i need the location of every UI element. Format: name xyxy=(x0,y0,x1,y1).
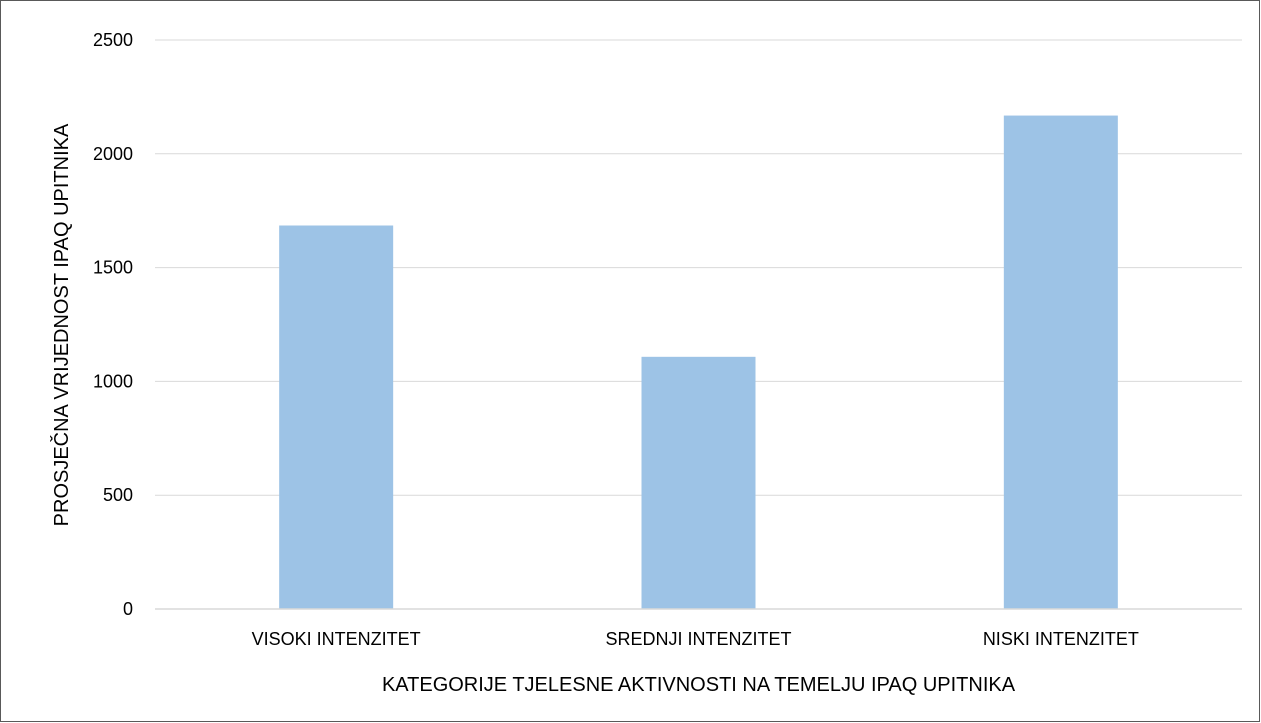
bar xyxy=(1003,115,1118,609)
x-axis-title: KATEGORIJE TJELESNE AKTIVNOSTI NA TEMELJ… xyxy=(382,674,1016,696)
y-tick-label: 2500 xyxy=(93,30,133,50)
y-tick-labels: 0 500 1000 1500 2000 2500 xyxy=(93,30,133,619)
x-tick-label: NISKI INTENZITET xyxy=(983,629,1139,649)
y-tick-label: 2000 xyxy=(93,144,133,164)
y-tick-label: 1500 xyxy=(93,258,133,278)
x-tick-labels: VISOKI INTENZITET SREDNJI INTENZITET NISKI… xyxy=(252,629,1139,649)
y-tick-label: 500 xyxy=(103,485,133,505)
y-axis-title: PROSJEČNA VRIJEDNOST IPAQ UPITNIKA xyxy=(50,123,73,526)
y-tick-label: 0 xyxy=(123,599,133,619)
x-tick-label: VISOKI INTENZITET xyxy=(252,629,421,649)
bar xyxy=(279,225,394,609)
bars xyxy=(279,115,1118,609)
y-tick-label: 1000 xyxy=(93,371,133,391)
x-tick-label: SREDNJI INTENZITET xyxy=(605,629,791,649)
bar xyxy=(641,356,756,609)
